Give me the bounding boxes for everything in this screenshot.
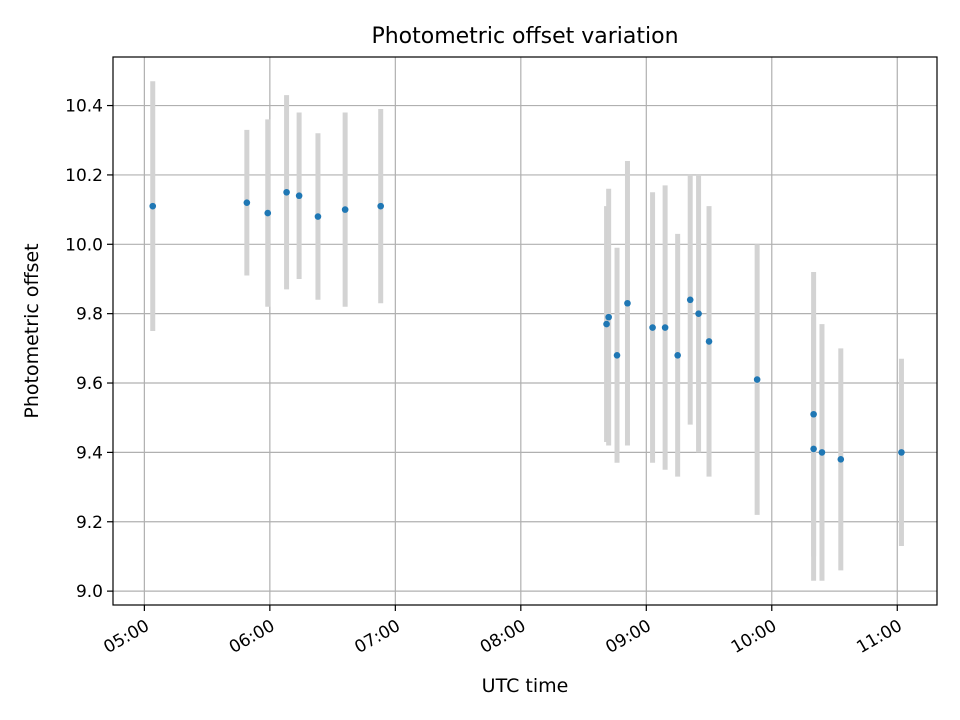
y-tick-label: 9.8 — [76, 305, 103, 325]
y-tick-label: 9.4 — [76, 443, 103, 463]
y-tick-label: 10.4 — [65, 97, 103, 117]
data-point — [810, 410, 817, 418]
data-point — [818, 449, 826, 456]
y-tick-label: 9.6 — [76, 374, 103, 394]
data-point — [810, 445, 817, 453]
plot-frame — [112, 56, 938, 606]
data-point — [613, 351, 621, 359]
data-point — [341, 206, 349, 213]
y-tick-label: 9.0 — [76, 582, 103, 602]
data-point — [264, 209, 272, 217]
data-point — [686, 296, 694, 304]
data-point — [603, 320, 610, 328]
y-axis-label: Photometric offset — [21, 243, 43, 418]
data-point — [695, 310, 702, 317]
data-point — [314, 213, 322, 220]
data-point — [605, 313, 612, 321]
data-point — [283, 188, 290, 196]
data-point — [753, 376, 761, 383]
data-point — [243, 199, 251, 206]
data-point — [674, 351, 681, 359]
data-point — [837, 456, 845, 463]
data-point — [377, 202, 384, 210]
grid — [113, 57, 937, 605]
data-point — [624, 299, 631, 307]
plot-area — [113, 57, 937, 605]
data-point — [649, 324, 656, 331]
y-axis-ticks: 9.0 9.2 9.4 9.6 9.8 10.0 10.2 10.4 — [65, 97, 113, 602]
data-point — [898, 449, 905, 456]
y-tick-label: 10.0 — [65, 235, 103, 255]
data-points — [149, 188, 905, 463]
x-axis-label: UTC time — [482, 675, 569, 697]
data-point — [149, 202, 157, 210]
data-point — [295, 192, 303, 200]
chart-title: Photometric offset variation — [371, 24, 678, 49]
y-tick-label: 9.2 — [76, 513, 103, 533]
y-tick-label: 10.2 — [65, 166, 103, 186]
data-point — [705, 338, 713, 345]
data-point — [661, 324, 669, 331]
